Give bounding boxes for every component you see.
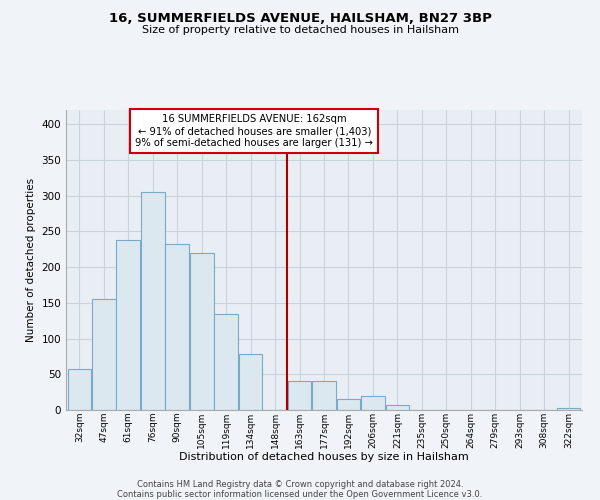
- Bar: [68, 370, 91, 410]
- Bar: [214, 314, 238, 410]
- Bar: [361, 396, 385, 410]
- Y-axis label: Number of detached properties: Number of detached properties: [26, 178, 36, 342]
- Bar: [337, 400, 361, 410]
- Bar: [92, 300, 116, 410]
- Text: 16 SUMMERFIELDS AVENUE: 162sqm
← 91% of detached houses are smaller (1,403)
9% o: 16 SUMMERFIELDS AVENUE: 162sqm ← 91% of …: [136, 114, 373, 148]
- Text: 16, SUMMERFIELDS AVENUE, HAILSHAM, BN27 3BP: 16, SUMMERFIELDS AVENUE, HAILSHAM, BN27 …: [109, 12, 491, 26]
- Bar: [386, 405, 409, 410]
- Text: Contains HM Land Registry data © Crown copyright and database right 2024.: Contains HM Land Registry data © Crown c…: [137, 480, 463, 489]
- Bar: [141, 192, 164, 410]
- Bar: [116, 240, 140, 410]
- Bar: [287, 380, 311, 410]
- Text: Contains public sector information licensed under the Open Government Licence v3: Contains public sector information licen…: [118, 490, 482, 499]
- Text: Size of property relative to detached houses in Hailsham: Size of property relative to detached ho…: [142, 25, 458, 35]
- Bar: [557, 408, 580, 410]
- Bar: [166, 244, 189, 410]
- Bar: [239, 354, 262, 410]
- Bar: [190, 253, 214, 410]
- Bar: [312, 380, 336, 410]
- Text: Distribution of detached houses by size in Hailsham: Distribution of detached houses by size …: [179, 452, 469, 462]
